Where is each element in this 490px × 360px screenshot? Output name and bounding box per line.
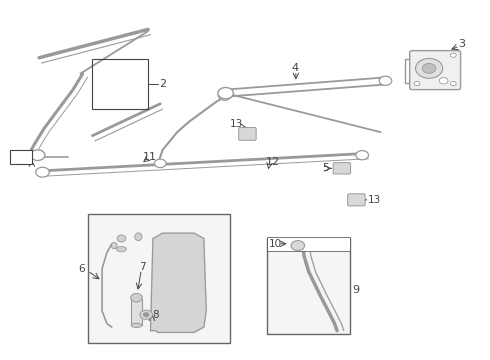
Bar (88, 214, 230, 343)
FancyBboxPatch shape (239, 127, 256, 140)
Text: 6: 6 (78, 264, 84, 274)
Circle shape (30, 150, 45, 161)
Ellipse shape (131, 323, 142, 328)
Ellipse shape (117, 235, 126, 242)
Bar (93, 59, 148, 109)
Text: 8: 8 (152, 310, 159, 320)
Circle shape (36, 167, 49, 177)
Circle shape (219, 91, 231, 100)
Text: 13: 13 (368, 195, 381, 205)
Ellipse shape (117, 247, 126, 252)
FancyBboxPatch shape (410, 51, 461, 90)
Ellipse shape (111, 242, 117, 249)
Bar (267, 238, 350, 334)
Text: 1: 1 (11, 152, 18, 162)
Circle shape (416, 58, 442, 78)
Bar (267, 237, 350, 251)
Text: 5: 5 (322, 163, 329, 173)
Circle shape (140, 310, 152, 319)
FancyBboxPatch shape (348, 194, 365, 206)
Text: 10: 10 (269, 239, 282, 249)
Circle shape (450, 81, 456, 86)
FancyBboxPatch shape (333, 163, 351, 174)
Polygon shape (150, 233, 206, 332)
Circle shape (218, 87, 233, 99)
Circle shape (439, 77, 448, 84)
Bar (10, 150, 32, 164)
Circle shape (422, 63, 436, 73)
Circle shape (131, 293, 142, 302)
Circle shape (356, 150, 368, 160)
Text: 2: 2 (159, 79, 166, 89)
Text: 12: 12 (266, 157, 280, 167)
Circle shape (414, 81, 420, 86)
Text: 3: 3 (458, 39, 465, 49)
Circle shape (291, 240, 305, 251)
Circle shape (143, 312, 149, 317)
Text: 9: 9 (352, 285, 360, 295)
Circle shape (450, 53, 456, 57)
Bar (131, 299, 142, 325)
Circle shape (154, 159, 166, 168)
Text: 4: 4 (291, 63, 298, 73)
Ellipse shape (135, 233, 142, 240)
Text: 11: 11 (143, 152, 157, 162)
Text: 7: 7 (139, 262, 146, 272)
Text: 13: 13 (229, 119, 243, 129)
Circle shape (379, 76, 392, 85)
